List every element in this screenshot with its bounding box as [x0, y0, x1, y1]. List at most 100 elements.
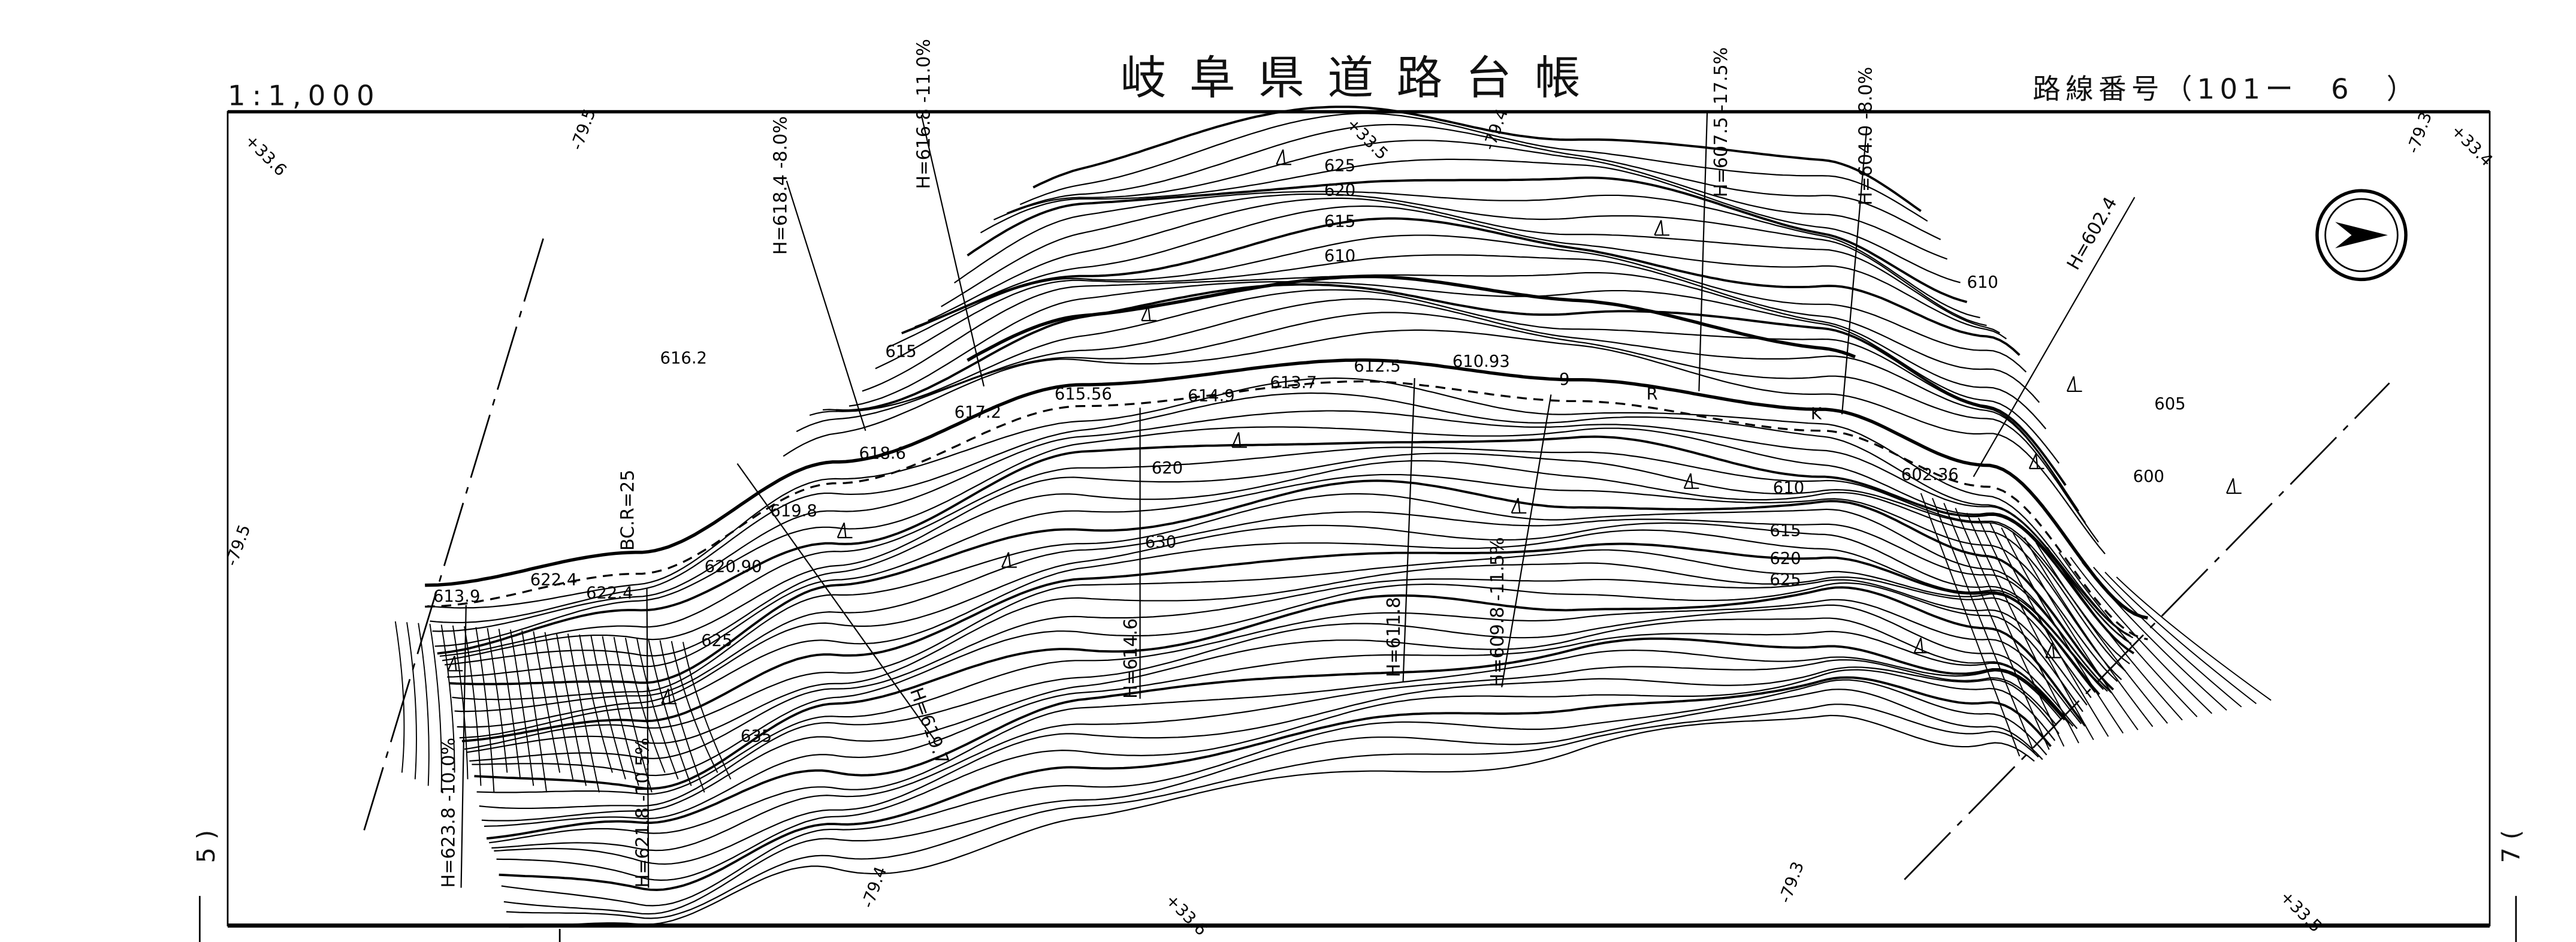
contour-line: [475, 627, 495, 793]
contour-label: 619.8: [770, 502, 817, 520]
contour-line: [2070, 557, 2212, 714]
station-leader-line: [1841, 128, 1868, 415]
station-label: H=621.8 -10.5%: [632, 738, 653, 888]
station-leader-line: [1501, 394, 1552, 687]
contour-line: [671, 641, 718, 773]
vegetation-symbol-icon: [447, 656, 463, 672]
contour-line: [809, 298, 2086, 524]
station-label: H=616.8 -11.0%: [913, 39, 934, 189]
contour-line: [914, 205, 2007, 340]
contour-line: [491, 659, 2057, 852]
contour-line: [461, 542, 2100, 742]
road-edge-upper: [425, 358, 2148, 620]
contour-line: [567, 633, 600, 793]
station-leader-line: [920, 114, 985, 387]
contour-line: [442, 452, 2127, 672]
route-number: 路線番号（101ー 6 ）: [2033, 73, 2419, 105]
contour-line: [434, 426, 2132, 647]
contour-label: K: [1811, 405, 1822, 424]
map-frame: [227, 111, 2491, 926]
contour-line: [533, 631, 561, 773]
contour-line: [509, 714, 2035, 928]
contour-line: [484, 630, 2070, 827]
contour-line: [544, 632, 574, 780]
contour-label: 617.2: [955, 403, 1002, 422]
contour-line: [875, 254, 2040, 403]
vegetation-symbol-icon: [1654, 220, 1669, 236]
contour-line: [848, 281, 2060, 464]
vegetation-symbol-icon: [2045, 642, 2061, 659]
contour-line: [1920, 493, 2021, 757]
map-labels: +33.6-79.5 +33.5 -79.4 -79.3 +33.4-79.5-79.4…: [222, 39, 2496, 940]
boundary-line: [363, 238, 545, 831]
vegetation-symbol-icon: [2226, 478, 2242, 494]
vegetation-symbol-icon: [1001, 552, 1017, 568]
station-leader-line: [786, 180, 866, 431]
vegetation-symbol-icon: [2066, 376, 2082, 393]
contour-label: 620.90: [705, 558, 762, 576]
scale-label: 1:1,000: [228, 80, 381, 112]
contour-line: [835, 283, 2067, 486]
contour-line: [466, 562, 2092, 753]
vegetation-symbol-icon: [2028, 453, 2045, 469]
contour-label: 615: [1324, 213, 1355, 231]
contour-line: [901, 217, 2021, 356]
vegetation-symbol-icon: [1141, 305, 1157, 322]
contour-line: [928, 197, 2000, 334]
contour-line: [823, 289, 2080, 512]
contour-label: 612.5: [1354, 357, 1401, 376]
contour-label: 630: [1145, 533, 1176, 552]
contour-line: [1955, 508, 2065, 747]
contour-line: [579, 634, 613, 773]
vegetation-symbol-icon: [1231, 432, 1247, 448]
contour-line: [1966, 512, 2079, 744]
road-alignment: [363, 238, 2390, 880]
contour-line: [888, 234, 2027, 373]
contour-line: [481, 617, 2074, 822]
station-leader-line: [1402, 378, 1415, 683]
contour-line: [2024, 537, 2154, 727]
contour-line: [406, 622, 417, 780]
contour-line: [501, 679, 2047, 907]
station-label: H=602.4: [2063, 194, 2121, 274]
contour-line: [2035, 542, 2168, 724]
contour-line: [479, 604, 2078, 810]
contour-line: [2104, 572, 2257, 704]
vegetation-symbol-icon: [661, 689, 677, 705]
contour-line: [472, 582, 2083, 777]
contour-line: [993, 140, 1948, 260]
contour-label: 600: [2133, 467, 2164, 486]
contour-line: [2001, 527, 2124, 734]
contour-line: [457, 522, 2108, 728]
contour-line: [648, 639, 692, 786]
contour-label: 635: [741, 727, 772, 745]
contour-line: [1989, 523, 2109, 737]
grid-coordinate-label: -79.3: [1776, 859, 1808, 905]
contour-line: [486, 637, 2066, 840]
contour-label: 613.9: [433, 587, 481, 606]
vegetation-symbol-icon: [836, 522, 853, 539]
contour-label: 602.36: [1901, 466, 1959, 484]
contour-line: [636, 638, 679, 780]
contour-line: [464, 626, 482, 786]
contour-line: [439, 446, 2130, 665]
contour-line: [2058, 552, 2198, 717]
contour-label: R: [1647, 385, 1658, 404]
station-label: H=619.7: [905, 685, 953, 768]
contour-line: [469, 578, 2088, 762]
contour-line: [862, 272, 2047, 430]
contour-line: [476, 599, 2082, 795]
contour-line: [487, 627, 508, 773]
right-sheet-mark: 7 (: [2496, 830, 2525, 863]
contour-line: [503, 689, 2043, 915]
contour-label: 605: [2154, 395, 2185, 413]
contour-line: [796, 312, 2099, 543]
vegetation-symbol-icon: [1913, 638, 1929, 654]
contour-line: [659, 640, 705, 793]
contour-label: 610: [1324, 247, 1355, 265]
contour-line: [489, 649, 2061, 844]
station-label: H=607.5 -17.5%: [1711, 47, 1732, 198]
contour-label: 615.56: [1055, 385, 1112, 404]
station-label: H=604.0 -8.0%: [1855, 67, 1876, 206]
contour-line: [474, 586, 2086, 790]
